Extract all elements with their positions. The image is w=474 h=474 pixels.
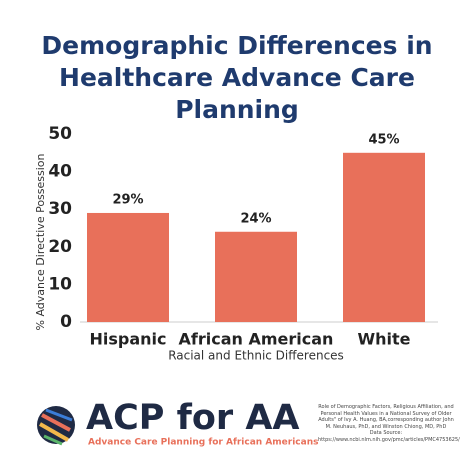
bar — [343, 152, 425, 322]
value-label: 29% — [112, 192, 143, 207]
y-tick-label: 0 — [60, 312, 72, 332]
y-tick-label: 50 — [48, 124, 72, 144]
value-label: 45% — [368, 132, 399, 147]
y-tick-label: 30 — [48, 199, 72, 219]
x-tick-label: Hispanic — [89, 330, 166, 349]
x-axis-label: Racial and Ethnic Differences — [168, 349, 344, 363]
value-label: 24% — [240, 211, 271, 226]
source-label: Data Source: — [369, 430, 403, 436]
y-tick-label: 40 — [48, 162, 72, 182]
logo — [37, 406, 75, 446]
source: Role of Demographic Factors, Religious A… — [318, 404, 460, 443]
source-citation: Role of Demographic Factors, Religious A… — [318, 404, 454, 430]
bar — [215, 231, 297, 322]
x-tick-label: White — [357, 330, 410, 349]
x-tick-label: African American — [179, 330, 334, 349]
brand-tagline: Advance Care Planning for African Americ… — [88, 438, 318, 448]
source-url: https://www.ncbi.nlm.nih.gov/pmc/article… — [318, 436, 460, 443]
y-tick-label: 10 — [48, 274, 72, 294]
y-axis-label: % Advance Directive Possession — [34, 153, 47, 330]
bar — [87, 212, 169, 322]
chart-title: Demographic Differences in Healthcare Ad… — [41, 31, 433, 124]
y-tick-label: 20 — [48, 237, 72, 257]
brand: ACP for AA — [86, 398, 300, 438]
